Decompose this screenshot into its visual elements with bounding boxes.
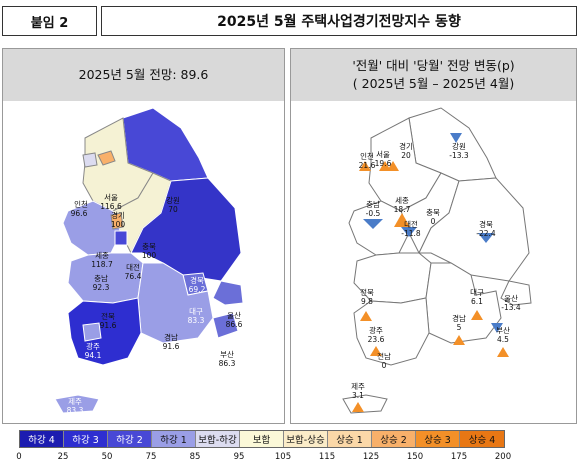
up-arrow-seoul (379, 161, 391, 171)
map-label-chungnam: 충남 92.3 (93, 274, 110, 292)
legend-tick: 150 (406, 452, 424, 462)
map-label-sejong: 세종 118.7 (91, 251, 113, 269)
legend-tick: 200 (494, 452, 512, 462)
map-label-jeonnam: 전남 66.6 (98, 365, 115, 384)
change-label-daejeon: 대전 -11.8 (401, 219, 421, 238)
map-label-busan: 부산 86.3 (219, 349, 236, 368)
map-label-ulsan: 울산 86.6 (226, 310, 243, 329)
map-label-gyeonggi: 경기 100 (111, 210, 126, 229)
forecast-map: 인천 96.6 서울 116.6 경기 100 강원 70 세종 118.7 충북 100 … (54, 107, 244, 415)
change-label-incheon: 인천 21.6 (359, 151, 376, 170)
up-arrow-gyeongnam (453, 335, 465, 345)
change-label-gyeonggi: 경기 20 (399, 141, 413, 160)
change-label-jeju: 제주 3.1 (351, 382, 365, 400)
legend-item-rise-4: 상승 4 (460, 431, 504, 447)
outline-jeonnam (353, 297, 430, 366)
map-label-daejeon: 대전 76.4 (125, 262, 142, 281)
up-arrow-jeonbuk (360, 311, 372, 321)
legend-tick: 115 (318, 452, 336, 462)
legend-tick: 105 (274, 452, 292, 462)
map-label-chungbuk: 충북 100 (142, 242, 157, 260)
legend-ticks: 0 25 50 75 85 95 105 115 125 150 175 200 (0, 452, 580, 466)
up-arrow-jeju (352, 402, 364, 412)
region-jeju (54, 394, 100, 414)
region-gyeongnam (137, 262, 214, 344)
region-jeonnam (67, 297, 142, 366)
map-label-seoul: 서울 116.6 (100, 193, 122, 211)
legend-tick: 125 (362, 452, 380, 462)
down-arrow-chungnam (363, 219, 383, 229)
legend-item-rise-2: 상승 2 (372, 431, 416, 447)
legend-item-rise-3: 상승 3 (416, 431, 460, 447)
up-arrow-busan (497, 347, 509, 357)
region-gwangju (82, 322, 102, 342)
change-label-ulsan: 울산 -13.4 (501, 293, 521, 312)
legend-item-flat-decline: 보합-하강 (196, 431, 240, 447)
up-arrow-gwangju (370, 346, 382, 356)
outline-jeju (342, 394, 388, 414)
up-arrow-incheon (359, 161, 371, 171)
legend-tick: 75 (145, 452, 157, 462)
change-label-gangwon: 강원 -13.3 (449, 141, 469, 160)
change-label-daegu: 대구 6.1 (470, 288, 484, 306)
region-seoul (97, 150, 116, 166)
up-arrow-daegu (471, 310, 483, 320)
legend-item-decline-1: 하강 1 (152, 431, 196, 447)
legend-item-flat-rise: 보합-상승 (284, 431, 328, 447)
map-label-gyeongbuk: 경북 69.2 (189, 275, 206, 294)
map-label-incheon: 인천 96.6 (71, 199, 88, 218)
legend-item-rise-1: 상승 1 (328, 431, 372, 447)
forecast-map-panel: 2025년 5월 전망: 89.6 인 (2, 48, 285, 424)
change-map-panel: '전월' 대비 '당월' 전망 변동(p) ( 2025년 5월 – 2025년… (290, 48, 577, 424)
map-label-gwangju: 광주 94.1 (85, 341, 102, 360)
legend-tick: 25 (57, 452, 69, 462)
forecast-panel-title: 2025년 5월 전망: 89.6 (78, 67, 209, 82)
region-ulsan (212, 280, 244, 306)
page-title: 2025년 5월 주택사업경기전망지수 동향 (101, 6, 577, 36)
region-sejong (110, 212, 124, 230)
change-label-gyeongbuk: 경북 -22.4 (476, 219, 496, 238)
legend-tick: 95 (233, 452, 245, 462)
attachment-label: 붙임 2 (2, 6, 97, 36)
down-arrow-daejeon (401, 227, 417, 237)
change-label-seoul: 서울 19.6 (375, 150, 392, 168)
map-label-jeju: 제주 83.3 (67, 397, 84, 415)
legend-tick: 175 (450, 452, 468, 462)
map-label-daegu: 대구 83.3 (188, 307, 205, 325)
legend-item-flat: 보합 (240, 431, 284, 447)
change-label-gwangju: 광주 23.6 (368, 325, 385, 344)
change-label-chungnam: 충남 -0.5 (366, 200, 381, 218)
outline-gyeongnam (425, 262, 502, 344)
map-label-gyeongnam: 경남 91.6 (163, 332, 180, 351)
change-label-sejong: 세종 18.7 (394, 196, 411, 214)
legend-item-decline-3: 하강 3 (64, 431, 108, 447)
up-arrow-gyeonggi (387, 161, 399, 171)
down-arrow-ulsan (491, 323, 503, 333)
legend-tick: 0 (16, 452, 22, 462)
legend-tick: 85 (189, 452, 201, 462)
legend-item-decline-4: 하강 4 (20, 431, 64, 447)
change-label-chungbuk: 충북 0 (426, 208, 440, 226)
region-incheon (82, 152, 98, 168)
outline-ulsan (500, 280, 532, 306)
map-label-gangwon: 강원 70 (166, 195, 180, 214)
down-arrow-gyeongbuk (478, 233, 494, 243)
up-arrow-sejong (394, 213, 410, 227)
region-daejeon (114, 230, 128, 246)
down-arrow-gangwon (450, 133, 462, 143)
change-panel-subtitle: ( 2025년 5월 – 2025년 4월) (352, 76, 515, 91)
change-label-jeonbuk: 전북 9.8 (360, 287, 374, 306)
legend-item-decline-2: 하강 2 (108, 431, 152, 447)
change-label-gyeongnam: 경남 5 (452, 313, 466, 332)
change-panel-header: '전월' 대비 '당월' 전망 변동(p) ( 2025년 5월 – 2025년… (291, 49, 576, 101)
change-map: 강원 -13.3 경기 20 서울 19.6 인천 21.6 충남 -0.5 세종 18.7… (342, 107, 532, 414)
legend-tick: 50 (101, 452, 113, 462)
forecast-panel-header: 2025년 5월 전망: 89.6 (3, 49, 284, 101)
change-panel-title: '전월' 대비 '당월' 전망 변동(p) (352, 58, 515, 73)
region-busan (212, 312, 239, 339)
change-label-jeonnam: 전남 0 (377, 351, 391, 370)
change-label-busan: 부산 4.5 (496, 325, 510, 344)
map-label-jeonbuk: 전북 91.6 (100, 311, 117, 330)
color-legend: 하강 4 하강 3 하강 2 하강 1 보합-하강 보합 보합-상승 상승 1 … (19, 430, 505, 448)
